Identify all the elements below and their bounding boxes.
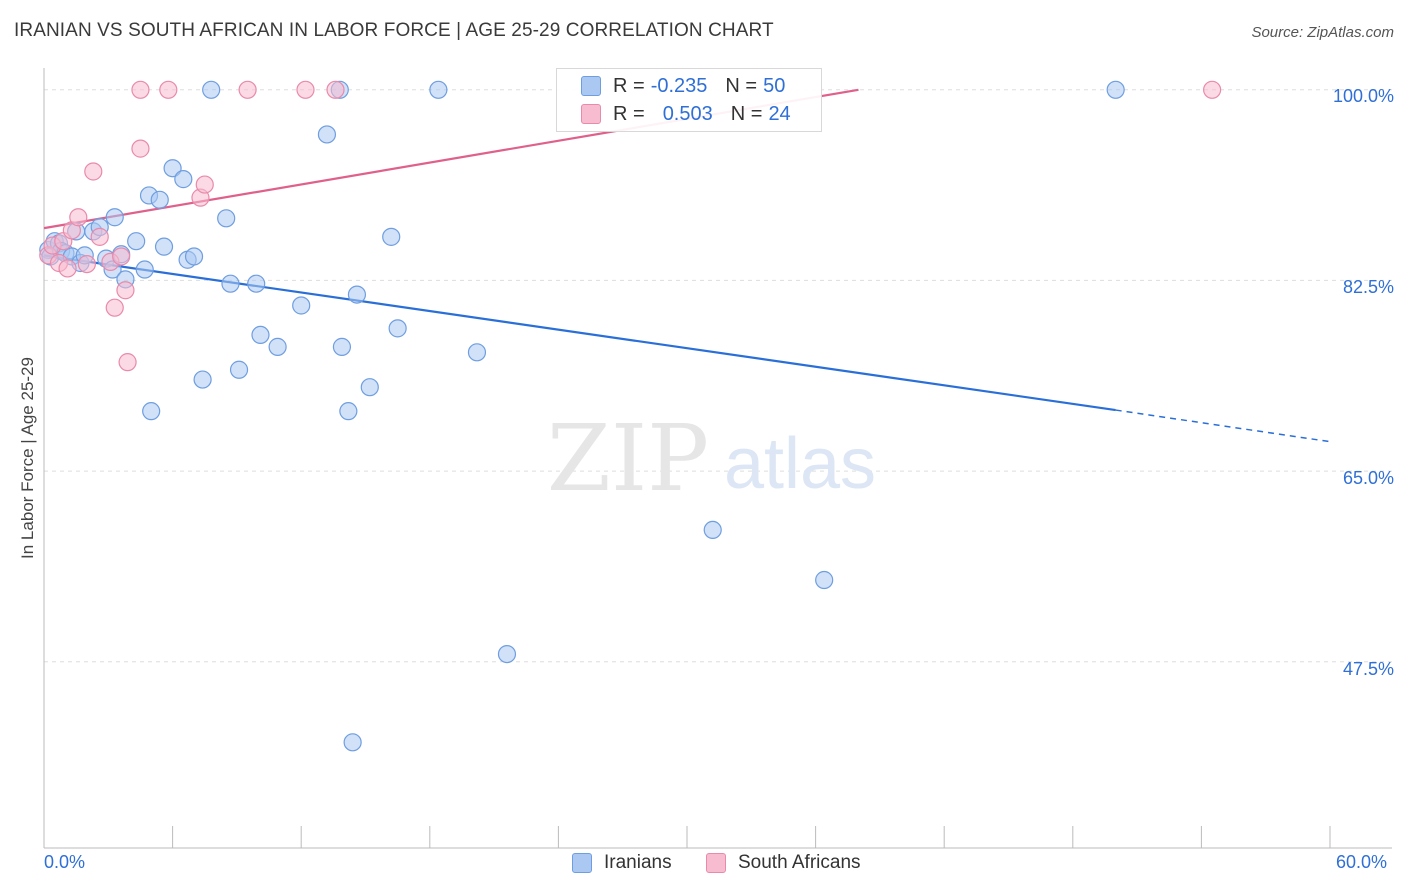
y-tick-label-47-5: 47.5% bbox=[1342, 659, 1394, 679]
point-iranians-44 bbox=[388, 319, 407, 338]
watermark-atlas: atlas bbox=[724, 424, 876, 504]
correlation-legend: R = -0.235 N = 50 R = 0.503 N = 24 bbox=[556, 68, 822, 132]
point-iranians-40 bbox=[343, 733, 362, 752]
point-iranians-45 bbox=[429, 80, 448, 99]
point-iranians-24 bbox=[174, 170, 193, 189]
series-legend-south-africans[interactable]: South Africans bbox=[706, 852, 861, 874]
legend-n-value-south-africans: 24 bbox=[768, 102, 791, 125]
grid-lines bbox=[44, 89, 1392, 663]
point-south-africans-18 bbox=[195, 175, 214, 194]
legend-r-value-iranians: -0.235 bbox=[650, 74, 708, 97]
point-iranians-34 bbox=[268, 337, 287, 356]
point-iranians-31 bbox=[229, 360, 249, 379]
y-axis-label: In Labor Force | Age 25-29 bbox=[18, 357, 37, 559]
series-label-south-africans: South Africans bbox=[738, 852, 861, 873]
point-south-africans-16 bbox=[159, 80, 178, 99]
point-iranians-30 bbox=[221, 274, 240, 293]
point-iranians-29 bbox=[217, 209, 236, 228]
point-iranians-43 bbox=[382, 227, 401, 246]
point-iranians-26 bbox=[184, 247, 204, 266]
legend-row-south-africans: R = 0.503 N = 24 bbox=[581, 100, 791, 128]
point-iranians-49 bbox=[815, 570, 834, 590]
x-tick-label-max: 60.0% bbox=[1336, 852, 1388, 872]
watermark-zip: ZIP bbox=[547, 405, 709, 512]
point-iranians-17 bbox=[127, 232, 146, 251]
legend-row-iranians: R = -0.235 N = 50 bbox=[581, 72, 785, 100]
point-iranians-39 bbox=[339, 402, 358, 421]
series-legend: Iranians South Africans bbox=[0, 852, 1406, 878]
legend-n-label: N = bbox=[730, 102, 763, 125]
x-tick-label-min: 0.0% bbox=[44, 852, 86, 872]
chart-title: IRANIAN VS SOUTH AFRICAN IN LABOR FORCE … bbox=[14, 20, 774, 41]
data-points bbox=[39, 80, 1222, 752]
trend-line-extension-iranians bbox=[1115, 409, 1331, 443]
point-iranians-47 bbox=[497, 644, 517, 664]
point-south-africans-21 bbox=[326, 80, 345, 99]
point-iranians-18 bbox=[135, 260, 154, 279]
point-iranians-38 bbox=[332, 337, 352, 356]
point-iranians-35 bbox=[292, 296, 311, 315]
legend-r-value-south-africans: 0.503 bbox=[662, 102, 713, 125]
point-iranians-27 bbox=[193, 370, 212, 389]
point-iranians-22 bbox=[154, 237, 174, 256]
point-iranians-46 bbox=[467, 343, 487, 362]
legend-swatch-south-africans bbox=[581, 104, 601, 124]
point-iranians-21 bbox=[150, 190, 169, 209]
legend-n-value-iranians: 50 bbox=[763, 74, 786, 97]
point-south-africans-22 bbox=[84, 162, 103, 181]
series-swatch-iranians bbox=[572, 853, 592, 873]
point-iranians-20 bbox=[142, 402, 161, 421]
point-south-africans-14 bbox=[131, 139, 150, 158]
point-iranians-23 bbox=[163, 159, 182, 178]
y-tick-label-100: 100.0% bbox=[1332, 86, 1394, 106]
point-iranians-41 bbox=[347, 285, 367, 304]
y-tick-label-82-5: 82.5% bbox=[1342, 277, 1394, 297]
point-south-africans-20 bbox=[296, 80, 315, 99]
point-iranians-36 bbox=[317, 125, 337, 144]
point-iranians-14 bbox=[105, 208, 124, 227]
point-iranians-48 bbox=[703, 520, 722, 539]
point-south-africans-4 bbox=[58, 259, 77, 278]
point-iranians-42 bbox=[360, 378, 379, 397]
point-iranians-32 bbox=[247, 274, 266, 293]
watermark: ZIP atlas bbox=[547, 405, 876, 512]
source-credit: Source: ZipAtlas.com bbox=[1251, 24, 1394, 41]
point-south-africans-10 bbox=[105, 298, 124, 317]
point-iranians-28 bbox=[202, 80, 221, 99]
point-iranians-33 bbox=[251, 325, 270, 344]
point-south-africans-6 bbox=[69, 208, 88, 227]
series-swatch-south-africans bbox=[706, 853, 726, 873]
trend-lines bbox=[43, 88, 1331, 443]
legend-swatch-iranians bbox=[581, 76, 601, 96]
point-south-africans-11 bbox=[112, 247, 131, 266]
legend-n-label: N = bbox=[725, 74, 758, 97]
point-south-africans-7 bbox=[77, 254, 96, 274]
point-south-africans-23 bbox=[1203, 80, 1222, 99]
legend-r-label: R = bbox=[613, 102, 645, 125]
point-south-africans-19 bbox=[238, 80, 257, 99]
point-south-africans-15 bbox=[131, 80, 150, 99]
point-south-africans-12 bbox=[116, 281, 135, 300]
y-tick-label-65: 65.0% bbox=[1342, 468, 1394, 488]
series-legend-iranians[interactable]: Iranians bbox=[572, 852, 672, 874]
series-label-iranians: Iranians bbox=[604, 852, 672, 873]
point-south-africans-13 bbox=[118, 353, 137, 372]
point-iranians-50 bbox=[1106, 80, 1125, 99]
legend-r-label: R = bbox=[613, 74, 645, 97]
axes bbox=[43, 68, 1392, 849]
point-south-africans-8 bbox=[90, 227, 109, 246]
